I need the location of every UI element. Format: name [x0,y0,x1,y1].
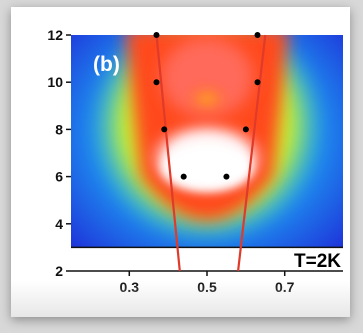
data-points [153,32,261,180]
y-tick-label: 10 [47,74,63,90]
x-tick-label: 0.5 [197,279,217,295]
y-tick-label: 6 [55,169,63,185]
fit-lines [155,34,267,272]
heat-layer-core [161,143,253,192]
heat-layer-orange-spot [185,84,229,113]
fit-line-2 [236,34,267,272]
heat-layer-pink [161,37,253,118]
data-point [254,79,261,86]
x-axis: 0.3 0.5 0.7 [120,271,295,295]
data-point [180,173,187,180]
data-point [161,126,168,133]
y-tick-label: 4 [55,216,63,232]
data-point [242,126,249,133]
temperature-annotation: T=2K [294,251,341,272]
y-tick-label: 8 [55,121,63,137]
x-tick-label: 0.7 [275,279,295,295]
data-point [153,32,160,38]
heatmap-field [71,35,343,271]
y-tick-label: 12 [47,27,63,43]
data-point [223,173,230,180]
y-tick-label: 2 [55,263,63,279]
panel-label: (b) [93,53,120,76]
x-tick-label: 0.3 [120,279,140,295]
figure-card: 2 4 6 8 10 12 0.3 0.5 0.7 (b) T=2K [11,7,350,317]
plot-bottom-band [71,247,343,271]
y-axis: 2 4 6 8 10 12 [47,27,71,279]
data-point [254,32,261,38]
data-point [153,79,160,86]
fit-line-1 [155,34,181,272]
heatmap-chart: 2 4 6 8 10 12 0.3 0.5 0.7 (b) T=2K [47,27,343,295]
